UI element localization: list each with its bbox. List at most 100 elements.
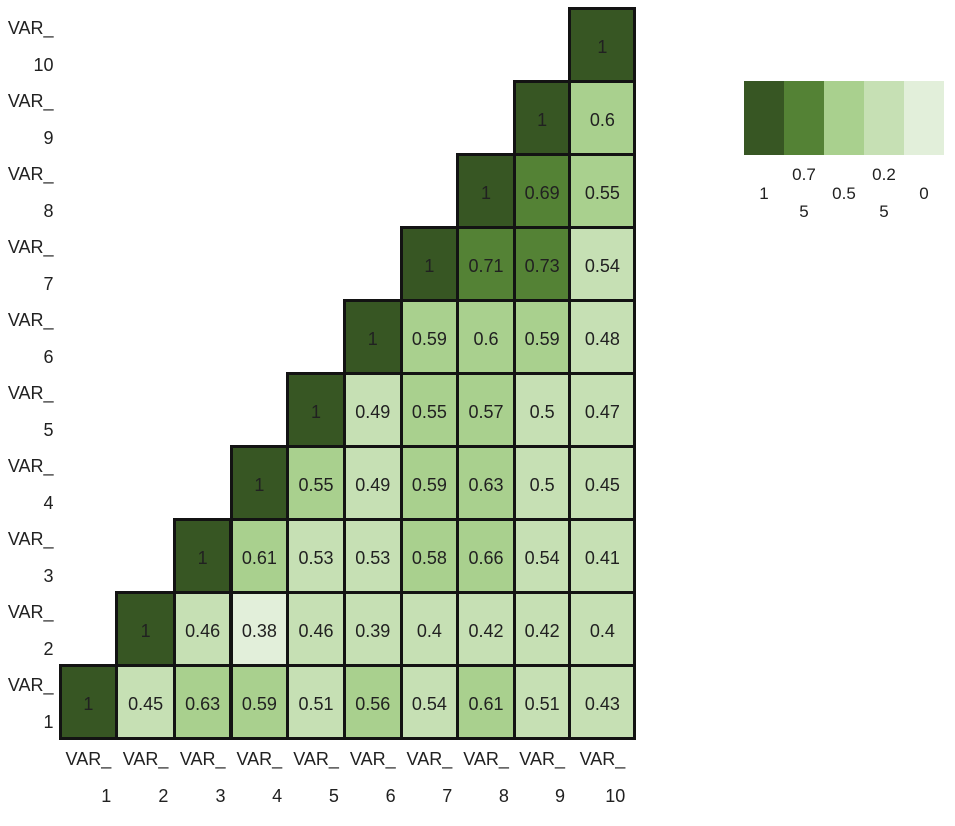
heatmap-cell-VAR_7-VAR_9[interactable]: 0.73 xyxy=(512,226,572,303)
y-axis-label-VAR_9: VAR_ 9 xyxy=(8,83,54,157)
heatmap-cell-VAR_2-VAR_5[interactable]: 0.46 xyxy=(286,591,346,668)
y-axis-label-line: VAR_ xyxy=(7,383,54,404)
heatmap-cell-VAR_6-VAR_10[interactable]: 0.48 xyxy=(568,299,637,376)
x-axis-label-VAR_1: VAR_ 1 xyxy=(66,741,112,815)
y-axis-label-line: VAR_ xyxy=(7,602,54,623)
y-axis-label-line: VAR_ xyxy=(7,456,54,477)
legend-tick-label-line: 0.2 xyxy=(872,165,896,185)
x-axis-label-line: VAR_ xyxy=(406,748,453,769)
heatmap-cell-VAR_8-VAR_10[interactable]: 0.55 xyxy=(568,153,637,230)
heatmap-cell-VAR_6-VAR_8[interactable]: 0.6 xyxy=(456,299,516,376)
heatmap-cell-VAR_5-VAR_9[interactable]: 0.5 xyxy=(512,372,572,449)
x-axis-label-line: 9 xyxy=(554,785,565,806)
heatmap-cell-VAR_4-VAR_4[interactable]: 1 xyxy=(229,445,290,522)
legend-tick-label-line: 0.7 xyxy=(792,165,816,185)
y-axis-label-line: 7 xyxy=(43,274,54,295)
legend-tick-label-line: 0.5 xyxy=(832,183,856,203)
heatmap-cell-VAR_1-VAR_9[interactable]: 0.51 xyxy=(512,664,572,741)
heatmap-cell-VAR_1-VAR_4[interactable]: 0.59 xyxy=(229,664,290,741)
heatmap-cell-VAR_4-VAR_7[interactable]: 0.59 xyxy=(399,445,460,522)
heatmap-cell-VAR_3-VAR_3[interactable]: 1 xyxy=(172,518,233,595)
x-axis-label-line: 3 xyxy=(215,785,226,806)
heatmap-cell-VAR_2-VAR_3[interactable]: 0.46 xyxy=(172,591,233,668)
legend-swatch-0.75 xyxy=(784,81,824,155)
y-axis-label-VAR_6: VAR_ 6 xyxy=(8,302,54,376)
heatmap-cell-VAR_3-VAR_4[interactable]: 0.61 xyxy=(229,518,290,595)
x-axis-label-line: VAR_ xyxy=(519,748,565,769)
y-axis-label-line: VAR_ xyxy=(7,310,54,331)
x-axis-label-line: 8 xyxy=(498,785,509,806)
x-axis-label-line: 4 xyxy=(272,785,283,806)
heatmap-cell-VAR_2-VAR_4[interactable]: 0.38 xyxy=(229,591,290,668)
heatmap-cell-VAR_5-VAR_8[interactable]: 0.57 xyxy=(456,372,516,449)
y-axis-label-line: 5 xyxy=(43,420,54,441)
y-axis-label-VAR_5: VAR_ 5 xyxy=(8,375,54,449)
y-axis-label-line: 4 xyxy=(43,493,54,514)
heatmap-cell-VAR_8-VAR_9[interactable]: 0.69 xyxy=(512,153,572,230)
heatmap-cell-VAR_2-VAR_9[interactable]: 0.42 xyxy=(512,591,572,668)
heatmap-cell-VAR_7-VAR_10[interactable]: 0.54 xyxy=(568,226,637,303)
heatmap-cell-VAR_1-VAR_10[interactable]: 0.43 xyxy=(568,664,637,741)
heatmap-cell-VAR_2-VAR_8[interactable]: 0.42 xyxy=(456,591,516,668)
legend-tick-label-0.5: 0.5 xyxy=(832,175,856,212)
heatmap-cell-VAR_1-VAR_2[interactable]: 0.45 xyxy=(115,664,176,741)
heatmap-cell-VAR_5-VAR_7[interactable]: 0.55 xyxy=(399,372,460,449)
heatmap-cell-VAR_5-VAR_6[interactable]: 0.49 xyxy=(342,372,403,449)
heatmap-cell-VAR_1-VAR_6[interactable]: 0.56 xyxy=(342,664,403,741)
heatmap-cell-VAR_4-VAR_6[interactable]: 0.49 xyxy=(342,445,403,522)
heatmap-cell-VAR_8-VAR_8[interactable]: 1 xyxy=(456,153,516,230)
y-axis-label-line: VAR_ xyxy=(7,164,54,185)
x-axis-label-VAR_4: VAR_ 4 xyxy=(237,741,283,815)
heatmap-cell-VAR_1-VAR_3[interactable]: 0.63 xyxy=(172,664,233,741)
heatmap-cell-VAR_2-VAR_7[interactable]: 0.4 xyxy=(399,591,460,668)
x-axis-label-VAR_3: VAR_ 3 xyxy=(180,741,226,815)
x-axis-label-line: VAR_ xyxy=(122,748,169,769)
heatmap-cell-VAR_3-VAR_10[interactable]: 0.41 xyxy=(568,518,637,595)
heatmap-cell-VAR_6-VAR_6[interactable]: 1 xyxy=(342,299,403,376)
x-axis-label-VAR_9: VAR_ 9 xyxy=(519,741,565,815)
heatmap-cell-VAR_1-VAR_7[interactable]: 0.54 xyxy=(399,664,460,741)
x-axis-label-line: VAR_ xyxy=(293,748,339,769)
heatmap-cell-VAR_3-VAR_5[interactable]: 0.53 xyxy=(286,518,346,595)
heatmap-cell-VAR_4-VAR_10[interactable]: 0.45 xyxy=(568,445,637,522)
x-axis-label-VAR_7: VAR_ 7 xyxy=(407,741,453,815)
heatmap-cell-VAR_6-VAR_9[interactable]: 0.59 xyxy=(512,299,572,376)
x-axis-label-VAR_5: VAR_ 5 xyxy=(293,741,339,815)
legend-tick-label-line: 5 xyxy=(799,202,809,222)
x-axis-label-line: VAR_ xyxy=(65,748,112,769)
heatmap-cell-VAR_4-VAR_5[interactable]: 0.55 xyxy=(286,445,346,522)
heatmap-cell-VAR_7-VAR_7[interactable]: 1 xyxy=(399,226,460,303)
heatmap-cell-VAR_10-VAR_10[interactable]: 1 xyxy=(568,7,637,84)
heatmap-cell-VAR_2-VAR_6[interactable]: 0.39 xyxy=(342,591,403,668)
legend-swatch-0.5 xyxy=(824,81,864,155)
legend-tick-label-0.25: 0.2 5 xyxy=(872,156,896,230)
heatmap-cell-VAR_6-VAR_7[interactable]: 0.59 xyxy=(399,299,460,376)
x-axis-label-VAR_10: VAR_ 10 xyxy=(580,741,626,815)
heatmap-cell-VAR_4-VAR_8[interactable]: 0.63 xyxy=(456,445,516,522)
y-axis-label-line: 8 xyxy=(43,201,54,222)
y-axis-label-line: VAR_ xyxy=(7,675,54,696)
x-axis-label-line: 6 xyxy=(385,785,396,806)
heatmap-cell-VAR_3-VAR_9[interactable]: 0.54 xyxy=(512,518,572,595)
y-axis-label-line: 10 xyxy=(33,55,54,76)
legend-tick-label-line: 1 xyxy=(759,183,769,203)
heatmap-cell-VAR_7-VAR_8[interactable]: 0.71 xyxy=(456,226,516,303)
heatmap-cell-VAR_1-VAR_1[interactable]: 1 xyxy=(58,664,119,741)
heatmap-cell-VAR_9-VAR_9[interactable]: 1 xyxy=(512,80,572,157)
heatmap-cell-VAR_3-VAR_7[interactable]: 0.58 xyxy=(399,518,460,595)
legend-swatch-0 xyxy=(904,81,944,155)
heatmap-cell-VAR_2-VAR_2[interactable]: 1 xyxy=(115,591,176,668)
x-axis-label-line: 1 xyxy=(101,785,112,806)
heatmap-cell-VAR_1-VAR_8[interactable]: 0.61 xyxy=(456,664,516,741)
heatmap-cell-VAR_3-VAR_6[interactable]: 0.53 xyxy=(342,518,403,595)
heatmap-cell-VAR_2-VAR_10[interactable]: 0.4 xyxy=(568,591,637,668)
y-axis-label-VAR_8: VAR_ 8 xyxy=(8,156,54,230)
x-axis-label-line: 7 xyxy=(442,785,453,806)
heatmap-cell-VAR_5-VAR_10[interactable]: 0.47 xyxy=(568,372,637,449)
heatmap-cell-VAR_9-VAR_10[interactable]: 0.6 xyxy=(568,80,637,157)
heatmap-cell-VAR_3-VAR_8[interactable]: 0.66 xyxy=(456,518,516,595)
heatmap-cell-VAR_5-VAR_5[interactable]: 1 xyxy=(286,372,346,449)
x-axis-label-line: 5 xyxy=(328,785,339,806)
heatmap-cell-VAR_4-VAR_9[interactable]: 0.5 xyxy=(512,445,572,522)
heatmap-cell-VAR_1-VAR_5[interactable]: 0.51 xyxy=(286,664,346,741)
